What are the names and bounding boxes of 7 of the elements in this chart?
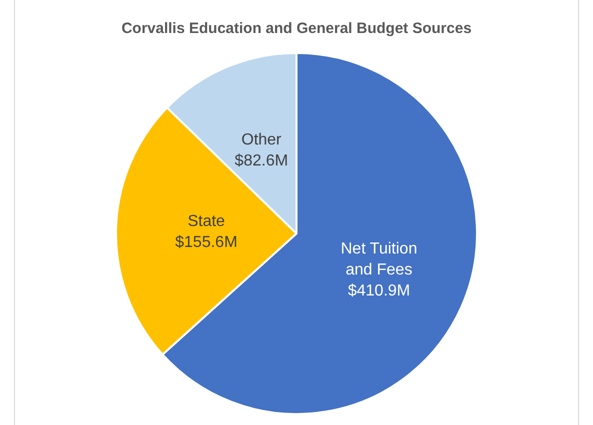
data-label: $155.6M bbox=[175, 234, 238, 251]
chart-title: Corvallis Education and General Budget Sources bbox=[121, 20, 472, 38]
data-label: $82.6M bbox=[234, 152, 288, 170]
data-label: $410.9M bbox=[348, 282, 410, 300]
slice-label: State bbox=[188, 212, 226, 230]
slice-label: Other bbox=[241, 131, 282, 148]
slice-label: Net Tuition and Fees bbox=[340, 240, 418, 279]
